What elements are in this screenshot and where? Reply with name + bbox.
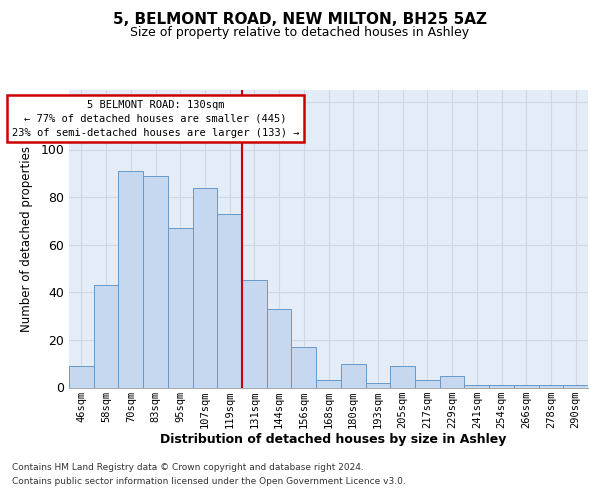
Y-axis label: Number of detached properties: Number of detached properties (20, 146, 34, 332)
Text: Distribution of detached houses by size in Ashley: Distribution of detached houses by size … (160, 432, 506, 446)
Bar (242, 280, 267, 388)
Bar (365, 382, 390, 388)
Bar (94, 285, 118, 388)
Bar (539, 385, 563, 388)
Bar (217, 214, 242, 388)
Bar (489, 385, 514, 388)
Bar (563, 385, 588, 388)
Bar (69, 366, 94, 388)
Bar (143, 176, 168, 388)
Bar (440, 376, 464, 388)
Text: Contains HM Land Registry data © Crown copyright and database right 2024.: Contains HM Land Registry data © Crown c… (12, 464, 364, 472)
Bar (341, 364, 365, 388)
Bar (193, 188, 217, 388)
Bar (316, 380, 341, 388)
Text: 5, BELMONT ROAD, NEW MILTON, BH25 5AZ: 5, BELMONT ROAD, NEW MILTON, BH25 5AZ (113, 12, 487, 28)
Bar (267, 309, 292, 388)
Bar (514, 385, 539, 388)
Text: Contains public sector information licensed under the Open Government Licence v3: Contains public sector information licen… (12, 477, 406, 486)
Bar (292, 347, 316, 388)
Bar (168, 228, 193, 388)
Bar (415, 380, 440, 388)
Text: 5 BELMONT ROAD: 130sqm
← 77% of detached houses are smaller (445)
23% of semi-de: 5 BELMONT ROAD: 130sqm ← 77% of detached… (12, 100, 299, 138)
Bar (118, 171, 143, 388)
Bar (390, 366, 415, 388)
Text: Size of property relative to detached houses in Ashley: Size of property relative to detached ho… (130, 26, 470, 39)
Bar (464, 385, 489, 388)
